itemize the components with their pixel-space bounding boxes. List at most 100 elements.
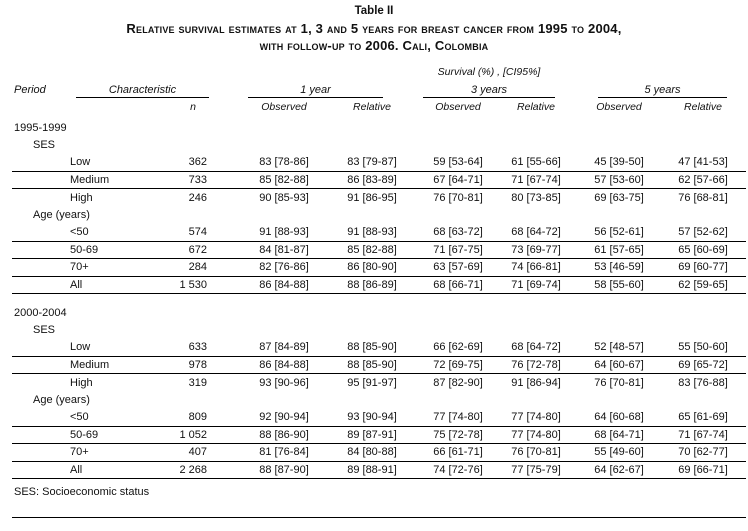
- table-title-line2: with follow-up to 2006. Cali, Colombia: [259, 38, 489, 53]
- table-row: SES: [12, 137, 746, 155]
- table-row: 2000-2004: [12, 304, 746, 322]
- characteristic-cell: 70+: [70, 261, 89, 274]
- period-label: 2000-2004: [14, 306, 67, 319]
- value-cell: 86 [84-88]: [259, 358, 309, 371]
- value-cell: 71 [69-74]: [511, 278, 561, 291]
- value-cell: 59 [53-64]: [433, 156, 483, 169]
- value-cell: 62 [59-65]: [678, 278, 728, 291]
- value-cell: 86 [83-89]: [347, 173, 397, 186]
- value-cell: 76 [68-81]: [678, 191, 728, 204]
- column-group-5years-label: 5 years: [644, 84, 681, 96]
- characteristic-cell: <50: [70, 411, 89, 424]
- characteristic-cell: 50-69: [70, 243, 99, 256]
- value-cell: 69 [65-72]: [678, 358, 728, 371]
- value-cell: 88 [86-89]: [347, 278, 397, 291]
- column-group-characteristic-label: Characteristic: [108, 84, 177, 96]
- value-cell: 74 [66-81]: [511, 261, 561, 274]
- table-body: 1995-1999 SES Low 362 83 [78-86] 83 [79-87] 59…: [0, 119, 748, 479]
- value-cell: 68 [64-72]: [511, 226, 561, 239]
- column-group-characteristic: Characteristic: [76, 83, 209, 98]
- value-cell: 66 [61-71]: [433, 446, 483, 459]
- table-row: 50-69 1 052 88 [86-90] 89 [87-91] 75 [72-78]…: [12, 427, 746, 444]
- value-cell: 85 [82-88]: [347, 243, 397, 256]
- value-cell: 95 [91-97]: [347, 376, 397, 389]
- value-cell: 71 [67-74]: [511, 173, 561, 186]
- value-cell: 52 [48-57]: [594, 341, 644, 354]
- value-cell: 68 [64-71]: [594, 428, 644, 441]
- n-cell: 1 530: [179, 278, 207, 291]
- subgroup-label: Age (years): [33, 394, 90, 407]
- subgroup-label: SES: [33, 139, 56, 152]
- value-cell: 58 [55-60]: [594, 278, 644, 291]
- period-label: 1995-1999: [14, 121, 67, 134]
- column-header-observed-3y: Observed: [435, 101, 481, 113]
- n-cell: 733: [188, 173, 207, 186]
- value-cell: 91 [86-95]: [347, 191, 397, 204]
- n-cell: 2 268: [179, 463, 207, 476]
- n-cell: 809: [188, 411, 207, 424]
- value-cell: 81 [76-84]: [259, 446, 309, 459]
- characteristic-cell: High: [70, 191, 93, 204]
- characteristic-cell: All: [70, 278, 83, 291]
- bottom-rule: [12, 517, 746, 518]
- table-row: Low 633 87 [84-89] 88 [85-90] 66 [62-69] 68 […: [12, 339, 746, 357]
- subgroup-label: SES: [33, 324, 56, 337]
- value-cell: 91 [86-94]: [511, 376, 561, 389]
- subgroup-label: Age (years): [33, 209, 90, 222]
- value-cell: 72 [69-75]: [433, 358, 483, 371]
- column-group-3years: 3 years: [423, 83, 555, 98]
- value-cell: 45 [39-50]: [594, 156, 644, 169]
- value-cell: 69 [66-71]: [678, 463, 728, 476]
- characteristic-cell: Low: [70, 156, 91, 169]
- table-row: 70+ 407 81 [76-84] 84 [80-88] 66 [61-71] 76 […: [12, 444, 746, 462]
- characteristic-cell: 70+: [70, 446, 89, 459]
- table-row: <50 809 92 [90-94] 93 [90-94] 77 [74-80] 77 […: [12, 409, 746, 427]
- value-cell: 76 [70-81]: [511, 446, 561, 459]
- value-cell: 62 [57-66]: [678, 173, 728, 186]
- n-cell: 672: [188, 243, 207, 256]
- table-row: SES: [12, 322, 746, 340]
- value-cell: 88 [85-90]: [347, 341, 397, 354]
- value-cell: 64 [60-68]: [594, 411, 644, 424]
- value-cell: 77 [74-80]: [511, 428, 561, 441]
- value-cell: 92 [90-94]: [259, 411, 309, 424]
- table-header: Table II Relative survival estimates at …: [0, 0, 748, 119]
- table-row: Age (years): [12, 392, 746, 410]
- table-row: Medium 733 85 [82-88] 86 [83-89] 67 [64-71] 7…: [12, 172, 746, 189]
- column-header-observed-5y: Observed: [596, 101, 642, 113]
- n-cell: 362: [188, 156, 207, 169]
- value-cell: 64 [60-67]: [594, 358, 644, 371]
- value-cell: 87 [82-90]: [433, 376, 483, 389]
- n-cell: 1 052: [179, 428, 207, 441]
- value-cell: 93 [90-96]: [259, 376, 309, 389]
- table-row: Age (years): [12, 207, 746, 225]
- table-title-line1: Relative survival estimates at 1, 3 and …: [126, 21, 622, 36]
- characteristic-cell: Medium: [70, 358, 110, 371]
- value-cell: 68 [66-71]: [433, 278, 483, 291]
- characteristic-cell: 50-69: [70, 428, 99, 441]
- value-cell: 65 [60-69]: [678, 243, 728, 256]
- value-cell: 71 [67-74]: [678, 428, 728, 441]
- n-cell: 407: [188, 446, 207, 459]
- value-cell: 84 [80-88]: [347, 446, 397, 459]
- n-cell: 978: [188, 358, 207, 371]
- column-group-3years-label: 3 years: [470, 84, 508, 96]
- table-row: All 2 268 88 [87-90] 89 [88-91] 74 [72-76] 77…: [12, 462, 746, 479]
- column-header-relative-3y: Relative: [517, 101, 555, 113]
- n-cell: 633: [188, 341, 207, 354]
- value-cell: 88 [86-90]: [259, 428, 309, 441]
- value-cell: 73 [69-77]: [511, 243, 561, 256]
- value-cell: 82 [76-86]: [259, 261, 309, 274]
- value-cell: 76 [72-78]: [511, 358, 561, 371]
- table-row: 1995-1999: [12, 119, 746, 137]
- value-cell: 47 [41-53]: [678, 156, 728, 169]
- value-cell: 57 [52-62]: [678, 226, 728, 239]
- value-cell: 80 [73-85]: [511, 191, 561, 204]
- value-cell: 91 [88-93]: [347, 226, 397, 239]
- column-header-relative-1y: Relative: [353, 101, 391, 113]
- value-cell: 77 [74-80]: [433, 411, 483, 424]
- value-cell: 68 [63-72]: [433, 226, 483, 239]
- table-row: <50 574 91 [88-93] 91 [88-93] 68 [63-72] 68 […: [12, 224, 746, 242]
- value-cell: 84 [81-87]: [259, 243, 309, 256]
- n-cell: 319: [188, 376, 207, 389]
